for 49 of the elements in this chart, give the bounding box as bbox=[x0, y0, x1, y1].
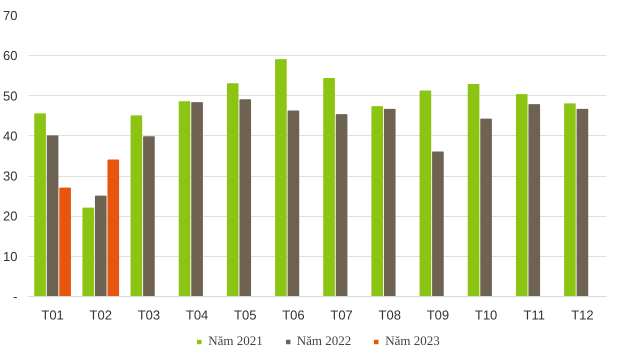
legend-label: Năm 2022 bbox=[296, 333, 352, 349]
bar bbox=[432, 151, 444, 296]
y-tick-label: 50 bbox=[3, 88, 18, 104]
bar bbox=[46, 135, 58, 296]
bar bbox=[34, 113, 46, 296]
bar bbox=[130, 115, 142, 296]
bar bbox=[468, 84, 480, 296]
y-tick-label: 40 bbox=[3, 128, 18, 144]
x-tick-label: T03 bbox=[138, 308, 160, 322]
bar bbox=[564, 103, 576, 296]
bar bbox=[288, 110, 300, 296]
y-tick-label: 10 bbox=[3, 248, 18, 264]
x-tick-label: T11 bbox=[524, 308, 545, 322]
x-tick-label: T12 bbox=[571, 308, 594, 322]
bar bbox=[239, 99, 252, 296]
y-tick-label: 60 bbox=[3, 48, 18, 64]
bar bbox=[107, 160, 120, 296]
legend-label: Năm 2023 bbox=[385, 333, 440, 349]
x-tick-label: T08 bbox=[378, 308, 401, 322]
bar bbox=[528, 104, 540, 296]
x-tick-label: T07 bbox=[330, 308, 353, 322]
y-tick-label: 70 bbox=[3, 8, 18, 23]
bar bbox=[516, 94, 528, 296]
bar bbox=[371, 106, 384, 296]
bar bbox=[226, 83, 239, 296]
bar bbox=[143, 136, 155, 296]
bar bbox=[576, 108, 588, 296]
bar bbox=[59, 188, 71, 296]
x-tick-label: T01 bbox=[41, 308, 64, 322]
x-tick-label: T09 bbox=[426, 308, 450, 322]
bar bbox=[480, 118, 492, 296]
y-tick-label: 30 bbox=[3, 168, 18, 184]
bar bbox=[275, 59, 287, 296]
y-tick-label: - bbox=[13, 289, 18, 304]
bar bbox=[82, 208, 94, 296]
x-tick-label: T02 bbox=[90, 308, 112, 322]
y-tick-label: 20 bbox=[3, 208, 18, 224]
legend-label: Năm 2021 bbox=[208, 333, 263, 349]
x-tick-label: T10 bbox=[474, 308, 498, 322]
bar bbox=[336, 114, 348, 296]
x-tick-label: T06 bbox=[282, 308, 305, 322]
x-tick-label: T04 bbox=[186, 308, 208, 322]
bar bbox=[191, 102, 203, 296]
bar bbox=[384, 108, 396, 296]
bar bbox=[420, 90, 432, 296]
x-tick-label: T05 bbox=[234, 308, 256, 322]
bar bbox=[323, 78, 335, 296]
bar bbox=[94, 196, 107, 296]
bar bbox=[178, 101, 190, 296]
